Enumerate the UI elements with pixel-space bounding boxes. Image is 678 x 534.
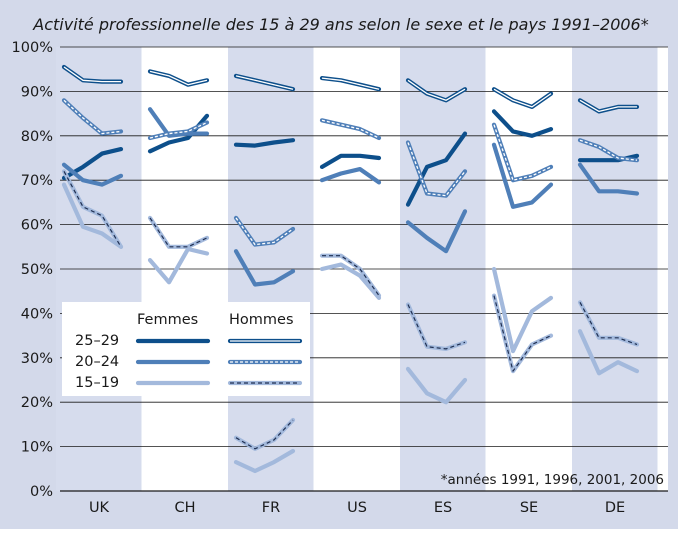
series-de-hommes-20-24-inner	[579, 139, 638, 161]
series-ch-hommes-20-24	[147, 120, 210, 141]
x-tick-fr: FR	[262, 500, 280, 516]
series-ch-hommes-25-29	[147, 69, 210, 87]
y-tick-labels: 0% 10% 20% 30% 40% 50% 60% 70% 80% 90% 100%	[12, 40, 53, 500]
series-de-hommes-15-19-inner	[579, 302, 638, 346]
x-tick-ch: CH	[174, 500, 195, 516]
y-tick-100: 100%	[12, 40, 53, 56]
x-tick-se: SE	[520, 500, 538, 516]
series-ch-hommes-25-29-inner	[149, 70, 208, 86]
series-us-hommes-15-19-inner	[322, 255, 380, 296]
series-us-hommes-15-19	[319, 253, 382, 298]
series-se-femmes-20-24	[491, 142, 554, 209]
series-de-hommes-20-24	[577, 138, 640, 163]
y-tick-40: 40%	[21, 306, 53, 322]
series-de-hommes-25-29	[577, 98, 640, 114]
series-es-femmes-20-24	[405, 209, 468, 254]
series-fr-hommes-20-24-inner	[235, 217, 294, 246]
legend-age-20-24: 20–24	[75, 354, 119, 370]
series-es-femmes-25-29	[405, 131, 468, 207]
series-de-femmes-20-24	[577, 162, 640, 196]
y-tick-60: 60%	[21, 218, 53, 234]
y-tick-70: 70%	[21, 173, 53, 189]
series-se-hommes-25-29-inner	[493, 88, 552, 108]
series-fr-femmes-20-24	[233, 249, 296, 287]
series-fr-hommes-20-24	[233, 215, 296, 247]
series-se-hommes-25-29	[491, 87, 554, 110]
series-uk-femmes-15-19	[61, 182, 124, 249]
series-se-femmes-25-29	[491, 109, 554, 138]
footnote: *années 1991, 1996, 2001, 2006	[441, 472, 664, 488]
legend: Femmes Hommes 25–29 20–24 15–19	[62, 302, 310, 396]
series-uk-hommes-25-29-inner	[63, 66, 121, 83]
series-us-hommes-20-24-outer	[319, 118, 382, 141]
series-us-femmes-25-29	[319, 153, 382, 169]
y-tick-10: 10%	[21, 440, 53, 456]
series-es-hommes-20-24-inner	[407, 142, 466, 197]
legend-age-15-19: 15–19	[75, 375, 119, 391]
x-tick-es: ES	[434, 500, 452, 516]
series-ch-hommes-15-19-inner	[149, 217, 208, 248]
series-fr-femmes-15-19	[233, 448, 296, 474]
x-tick-uk: UK	[89, 500, 110, 516]
series-se-hommes-15-19	[491, 293, 554, 374]
series-es-hommes-25-29-inner	[407, 79, 466, 101]
series-uk-hommes-20-24	[61, 98, 124, 136]
series-uk-femmes-20-24	[61, 162, 124, 187]
y-tick-20: 20%	[21, 395, 53, 411]
series-de-hommes-25-29-inner	[579, 99, 637, 113]
y-tick-0: 0%	[30, 484, 53, 500]
data-series	[61, 64, 640, 474]
legend-age-25-29: 25–29	[75, 333, 119, 349]
series-es-hommes-15-19	[405, 302, 468, 351]
legend-female-label: Femmes	[137, 312, 198, 328]
y-tick-50: 50%	[21, 262, 53, 278]
x-tick-de: DE	[605, 500, 625, 516]
series-se-femmes-15-19	[491, 266, 554, 354]
series-es-hommes-20-24	[405, 140, 468, 198]
series-us-hommes-20-24	[319, 118, 382, 141]
x-tick-us: US	[347, 500, 367, 516]
y-tick-30: 30%	[21, 351, 53, 367]
series-se-hommes-15-19-inner	[493, 295, 552, 372]
series-uk-hommes-15-19-inner	[63, 171, 122, 248]
chart-title: Activité professionnelle des 15 à 29 ans…	[32, 15, 648, 34]
series-ch-hommes-20-24-outer	[147, 120, 210, 141]
legend-male-label: Hommes	[229, 312, 294, 328]
series-uk-hommes-15-19	[61, 169, 124, 249]
series-uk-hommes-25-29	[61, 64, 124, 84]
series-de-femmes-15-19	[577, 329, 640, 376]
series-ch-femmes-15-19	[147, 246, 210, 285]
series-ch-hommes-15-19	[147, 215, 210, 249]
series-fr-hommes-15-19-inner	[235, 419, 294, 450]
series-us-femmes-20-24	[319, 167, 382, 185]
series-us-hommes-25-29	[319, 75, 382, 92]
y-tick-80: 80%	[21, 129, 53, 145]
series-es-hommes-25-29	[405, 78, 468, 103]
series-se-hommes-20-24	[491, 122, 554, 183]
series-us-hommes-25-29-inner	[321, 77, 380, 90]
series-es-hommes-15-19-inner	[407, 304, 466, 350]
series-us-femmes-15-19	[319, 262, 382, 300]
series-uk-hommes-20-24-inner	[63, 99, 122, 135]
legend-box	[62, 302, 310, 396]
series-de-hommes-15-19	[577, 300, 640, 347]
series-fr-hommes-15-19	[233, 417, 296, 451]
series-es-femmes-15-19	[405, 366, 468, 405]
series-fr-hommes-25-29	[233, 73, 296, 92]
series-ch-femmes-20-24	[147, 107, 210, 138]
series-fr-hommes-25-29-inner	[235, 75, 294, 90]
series-se-hommes-20-24-outer	[491, 122, 554, 183]
x-tick-labels: UK CH FR US ES SE DE	[89, 500, 625, 516]
y-tick-90: 90%	[21, 84, 53, 100]
series-fr-femmes-25-29	[233, 138, 296, 148]
